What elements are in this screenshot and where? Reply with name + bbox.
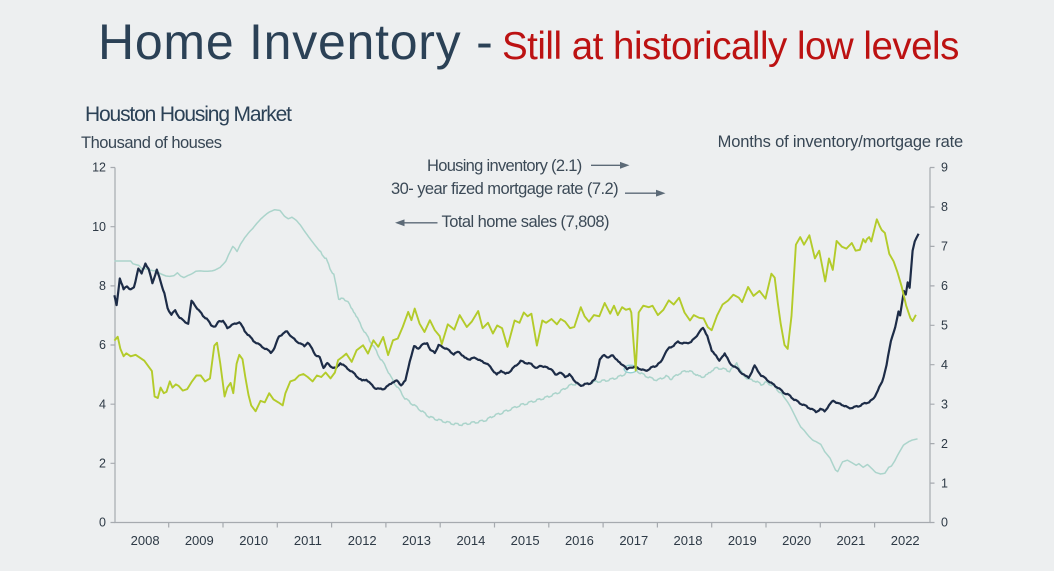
svg-text:4: 4 xyxy=(941,358,948,372)
svg-text:2011: 2011 xyxy=(294,533,322,548)
svg-text:5: 5 xyxy=(941,319,948,333)
svg-text:2019: 2019 xyxy=(728,533,757,548)
svg-text:4: 4 xyxy=(99,397,106,411)
svg-text:2017: 2017 xyxy=(619,533,648,548)
svg-text:6: 6 xyxy=(941,279,948,293)
svg-text:2009: 2009 xyxy=(185,533,214,548)
svg-text:2020: 2020 xyxy=(782,533,811,548)
svg-text:9: 9 xyxy=(941,161,948,175)
svg-text:6: 6 xyxy=(99,338,106,352)
svg-text:2016: 2016 xyxy=(565,533,594,548)
svg-text:0: 0 xyxy=(99,516,106,530)
svg-text:2012: 2012 xyxy=(348,533,377,548)
svg-text:2013: 2013 xyxy=(402,533,431,548)
svg-text:0: 0 xyxy=(941,516,948,530)
svg-text:2008: 2008 xyxy=(131,533,160,548)
svg-text:8: 8 xyxy=(941,200,948,214)
svg-text:2018: 2018 xyxy=(674,533,703,548)
svg-text:2: 2 xyxy=(99,457,106,471)
svg-text:1: 1 xyxy=(941,476,948,490)
svg-text:2021: 2021 xyxy=(836,533,865,548)
svg-text:2022: 2022 xyxy=(891,533,920,548)
svg-text:3: 3 xyxy=(941,397,948,411)
svg-text:8: 8 xyxy=(99,279,106,293)
svg-text:7: 7 xyxy=(941,240,948,254)
svg-text:2014: 2014 xyxy=(456,533,485,548)
svg-text:2010: 2010 xyxy=(239,533,268,548)
svg-text:2: 2 xyxy=(941,437,948,451)
svg-text:2015: 2015 xyxy=(511,533,540,548)
svg-text:10: 10 xyxy=(92,220,106,234)
svg-text:12: 12 xyxy=(92,161,106,175)
